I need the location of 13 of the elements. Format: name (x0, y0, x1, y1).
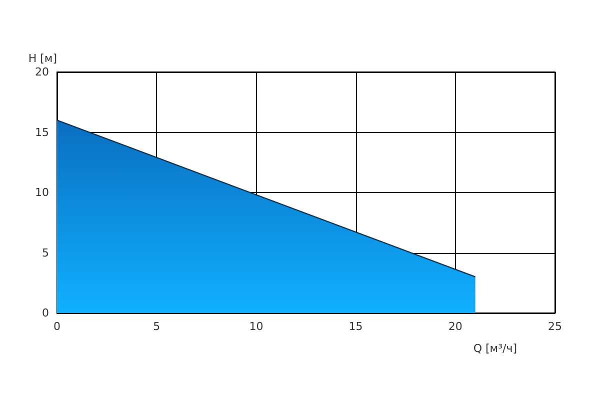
x-tick-label: 15 (348, 320, 363, 333)
x-tick-label: 5 (153, 320, 160, 333)
y-axis-title: H [м] (28, 52, 57, 65)
y-tick-label: 0 (42, 306, 49, 320)
y-tick-label: 10 (35, 186, 49, 199)
x-tick-label: 0 (54, 320, 60, 333)
y-tick-label: 15 (35, 126, 49, 139)
x-tick-label: 20 (448, 320, 462, 333)
x-tick-label: 10 (249, 320, 264, 333)
y-tick-label: 5 (42, 246, 49, 260)
y-tick-label: 20 (35, 66, 49, 78)
x-axis-title: Q [м³/ч] (473, 342, 517, 355)
x-tick-label: 25 (548, 320, 562, 333)
